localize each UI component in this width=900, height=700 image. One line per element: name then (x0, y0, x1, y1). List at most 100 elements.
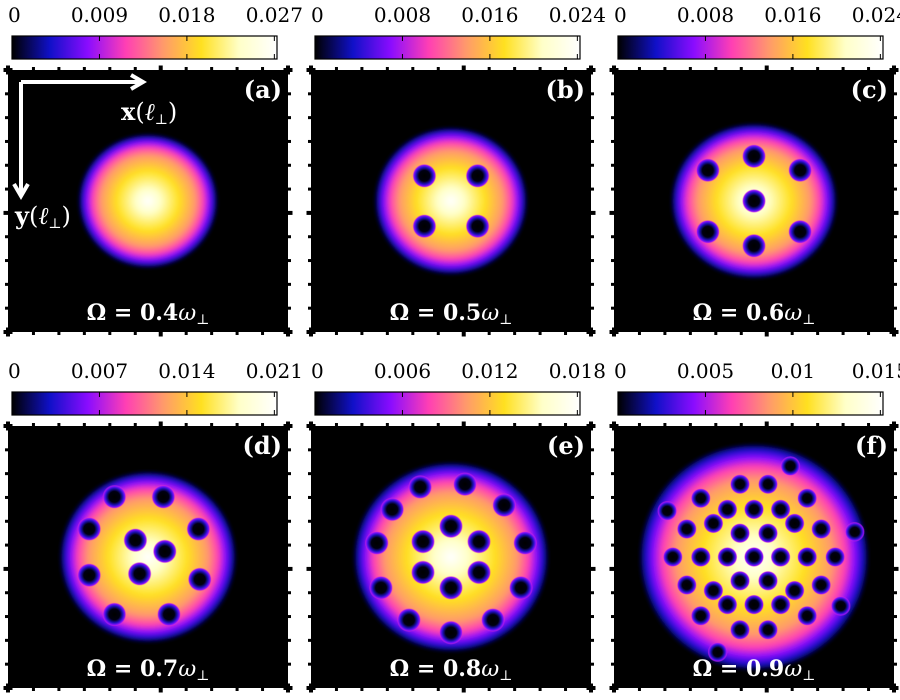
density-plot (311, 70, 591, 332)
axis-ticks (306, 421, 596, 693)
colorbar-tick-label: 0.01 (771, 359, 816, 383)
colorbar-tick-label: 0.009 (71, 3, 128, 27)
vortex-core (657, 500, 678, 521)
vortex-core (152, 539, 177, 564)
colorbar-tick-label: 0.016 (461, 3, 518, 27)
vortex-core (151, 484, 176, 509)
vortex-core (411, 560, 435, 585)
vortex-core (797, 547, 818, 567)
density-plot (614, 426, 894, 688)
vortex-core (742, 189, 766, 213)
vortex-core (465, 163, 490, 188)
panel-f: 0 0.005 0.01 0.015 (f) Ω = 0.9ω⊥ (609, 359, 900, 693)
vortex-core (397, 608, 421, 632)
vortex-core (730, 523, 750, 544)
axis-ticks (306, 65, 596, 337)
vortex-core (780, 456, 801, 476)
panel-e: 0 0.006 0.012 0.018 (e) Ω = 0.8ω⊥ (306, 359, 606, 693)
axis-ticks (3, 65, 293, 337)
vortex-core (690, 547, 711, 567)
x-axis-label: x(ℓ⊥) (121, 97, 177, 128)
vortex-core (364, 531, 389, 555)
vortex-core (467, 560, 491, 585)
vortex-core (439, 514, 463, 539)
colorbar-tick-label: 0 (311, 359, 324, 383)
colorbar (314, 391, 581, 416)
vortex-core (744, 499, 764, 520)
vortex-core (703, 580, 724, 601)
rotation-frequency-label: Ω = 0.6ω⊥ (693, 300, 816, 328)
panel-letter: (a) (244, 75, 282, 104)
colorbar-tick-label: 0.008 (677, 3, 734, 27)
vortex-core (742, 233, 766, 258)
vortex-core (439, 620, 463, 645)
colorbar-tick-label: 0 (8, 3, 21, 27)
vortex-core (717, 547, 738, 567)
condensate-cloud (375, 127, 527, 275)
density-plot (8, 70, 288, 332)
vortex-core (492, 493, 517, 518)
colorbar-tick-label: 0.021 (246, 359, 303, 383)
vortex-core (690, 488, 711, 509)
axis-arrows: x(ℓ⊥) y(ℓ⊥) (12, 73, 177, 232)
rotation-frequency-label: Ω = 0.9ω⊥ (693, 656, 816, 684)
colorbar-tick-label: 0.027 (246, 3, 303, 27)
vortex-core (102, 484, 127, 509)
colorbar-tick-label: 0 (614, 359, 627, 383)
y-arrowhead (12, 182, 30, 200)
colorbar-tick-label: 0.016 (764, 3, 821, 27)
vortex-core (662, 547, 683, 567)
panel-letter: (c) (851, 75, 888, 104)
vortex-core (513, 531, 538, 555)
vortex-core (123, 528, 148, 553)
vortex-core (758, 474, 778, 495)
vortex-core (127, 561, 152, 586)
vortex-core (811, 519, 832, 539)
vortex-core (676, 575, 697, 595)
vortex-core (797, 605, 818, 626)
vortex-core (102, 602, 127, 627)
vortex-core (770, 547, 791, 567)
x-arrowhead (129, 73, 147, 91)
rotation-frequency-label: Ω = 0.5ω⊥ (390, 300, 513, 328)
colorbar (617, 391, 884, 416)
colorbar-tick-label: 0.005 (677, 359, 734, 383)
vortex-core (453, 472, 477, 497)
vortex-core (730, 474, 750, 495)
density-plot (614, 70, 894, 332)
vortex-core (784, 580, 805, 601)
vortex-core (695, 219, 720, 244)
panel-letter: (b) (546, 75, 586, 104)
axis-ticks (3, 421, 293, 693)
colorbar (314, 35, 581, 60)
vortex-core (676, 519, 697, 539)
colorbar-tick-label: 0.018 (158, 3, 215, 27)
colorbar-tick-label: 0.018 (549, 359, 606, 383)
vortex-core (770, 499, 791, 520)
vortex-core (465, 214, 490, 239)
vortex-core (844, 521, 865, 542)
vortex-core (695, 158, 720, 183)
vortex-core (730, 570, 750, 591)
vortex-core (770, 594, 791, 615)
vortex-core (509, 575, 533, 600)
density-plot (311, 426, 591, 688)
vortex-core (784, 513, 805, 534)
vortex-core (758, 619, 778, 640)
panel-letter: (e) (547, 431, 585, 460)
y-axis-label: y(ℓ⊥) (14, 201, 71, 232)
vortex-core (758, 570, 778, 591)
vortex-core (717, 594, 738, 615)
rotation-frequency-label: Ω = 0.8ω⊥ (390, 656, 513, 684)
panel-c: 0 0.008 0.016 0.024 (c) Ω = 0.6ω⊥ (609, 3, 900, 337)
colorbar-tick-label: 0 (8, 359, 21, 383)
colorbar-tick-label: 0.024 (549, 3, 606, 27)
colorbar-tick-label: 0.012 (461, 359, 518, 383)
rotation-frequency-label: Ω = 0.7ω⊥ (87, 656, 210, 684)
vortex-core (825, 547, 846, 567)
colorbar-tick-label: 0 (311, 3, 324, 27)
colorbar-tick-label: 0.008 (374, 3, 431, 27)
vortex-core (758, 523, 778, 544)
panel-letter: (f) (855, 431, 888, 460)
